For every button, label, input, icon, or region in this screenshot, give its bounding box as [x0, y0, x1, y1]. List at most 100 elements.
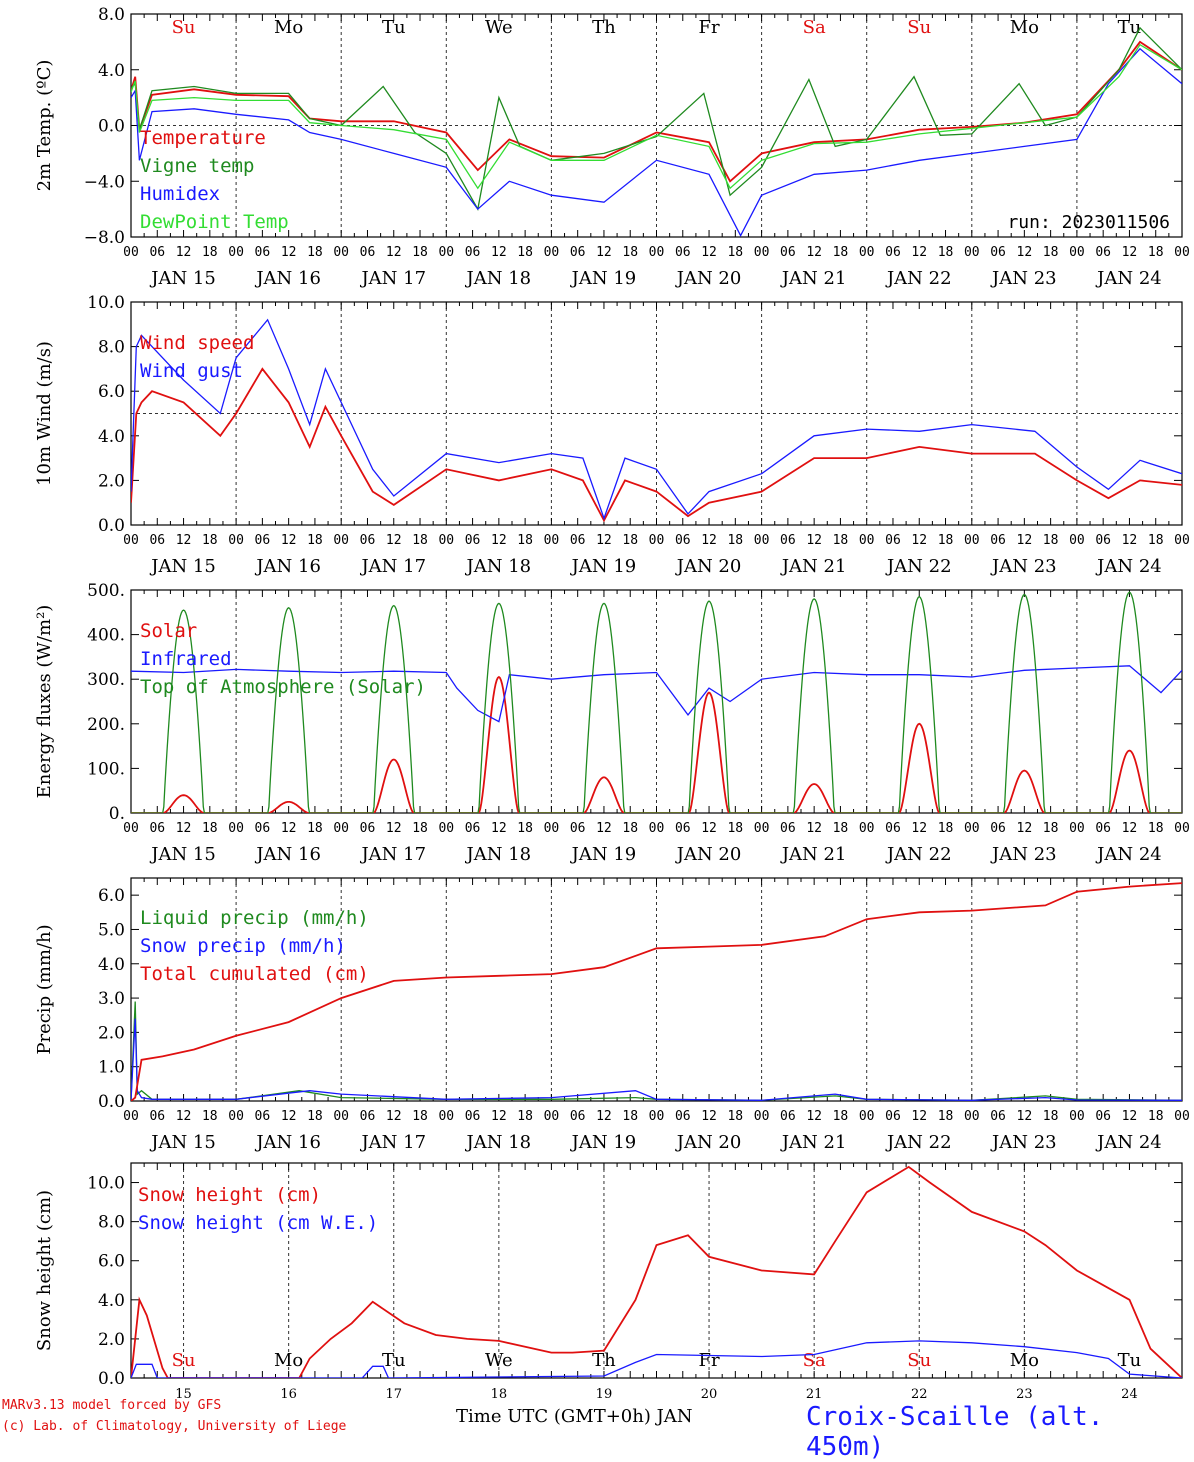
x-hour-label: 18	[412, 533, 428, 548]
x-date-label: 22	[911, 1387, 928, 1402]
x-date-label: 18	[491, 1387, 508, 1402]
y-tick-label: 10.0	[87, 293, 125, 313]
x-hour-label: 12	[281, 533, 297, 548]
weekday-label: Th	[592, 1350, 616, 1371]
model-credit: MARv3.13 model forced by GFS	[2, 1398, 222, 1413]
x-hour-label: 00	[123, 1109, 139, 1124]
series-group	[131, 1165, 1182, 1378]
x-hour-label: 18	[307, 533, 323, 548]
legend-entry: Snow precip (mm/h)	[140, 935, 346, 957]
x-hour-label: 00	[228, 245, 244, 260]
x-hour-label: 12	[1017, 821, 1033, 836]
x-date-label: 19	[596, 1387, 613, 1402]
y-tick-label: 300.	[87, 670, 125, 690]
x-hour-label: 18	[727, 245, 743, 260]
series-group	[131, 26, 1182, 237]
x-hour-label: 18	[517, 533, 533, 548]
x-hour-label: 12	[176, 245, 192, 260]
x-hour-label: 00	[754, 245, 770, 260]
x-hour-label: 06	[780, 1109, 796, 1124]
x-hour-label: 18	[1148, 1109, 1164, 1124]
x-date-label: JAN 17	[359, 556, 426, 577]
x-hour-label: 12	[491, 533, 507, 548]
y-tick-label: 0.0	[98, 117, 125, 137]
x-hour-label: 12	[806, 1109, 822, 1124]
x-hour-label: 00	[438, 821, 454, 836]
legend-entry: Snow height (cm W.E.)	[138, 1212, 378, 1234]
x-hour-label: 18	[517, 245, 533, 260]
x-hour-label: 06	[465, 245, 481, 260]
x-hour-label: 12	[596, 245, 612, 260]
y-tick-label: 4.0	[98, 427, 125, 447]
x-hour-label: 00	[859, 533, 875, 548]
x-date-label: JAN 23	[990, 268, 1057, 289]
panel-1: 8.0 4.0 0.0 −4.0 −8.0 2m Temp. (ºC) 00 06 12 18 00…	[34, 5, 1190, 289]
x-hour-label: 00	[1174, 533, 1190, 548]
weekday-label: Mo	[1010, 1350, 1039, 1371]
panel-5: 10.0 8.0 6.0 4.0 2.0 0.0 Snow height (cm) 15 16 1…	[34, 1162, 1183, 1402]
x-hour-label: 12	[911, 821, 927, 836]
x-hour-label: 18	[1043, 1109, 1059, 1124]
x-hour-label: 06	[360, 821, 376, 836]
x-date-label: JAN 15	[149, 844, 216, 865]
x-hour-label: 00	[544, 821, 560, 836]
x-date-label: 20	[701, 1387, 718, 1402]
x-hour-label: 18	[622, 245, 638, 260]
x-hour-label: 06	[570, 245, 586, 260]
x-hour-label: 12	[806, 533, 822, 548]
weekday-label: Sa	[803, 17, 826, 38]
y-tick-label: 0.	[109, 804, 125, 824]
series-infrared	[131, 665, 1182, 723]
x-date-label: JAN 22	[885, 1132, 952, 1153]
x-hour-label: 18	[412, 1109, 428, 1124]
y-tick-label: 4.0	[98, 61, 125, 81]
x-date-label: JAN 20	[675, 1132, 742, 1153]
x-hour-label: 12	[701, 533, 717, 548]
x-hour-label: 00	[333, 1109, 349, 1124]
x-hour-label: 00	[754, 821, 770, 836]
weekday-label: Su	[172, 1350, 196, 1371]
x-date-label: JAN 24	[1095, 268, 1162, 289]
x-date-label: JAN 22	[885, 268, 952, 289]
x-hour-label: 12	[596, 1109, 612, 1124]
x-hour-label: 00	[438, 533, 454, 548]
weekday-label: Su	[172, 17, 196, 38]
x-hour-label: 00	[544, 245, 560, 260]
x-date-label: 23	[1016, 1387, 1033, 1402]
y-tick-label: 500.	[87, 581, 125, 601]
x-hour-label: 00	[544, 1109, 560, 1124]
x-date-label: JAN 21	[780, 556, 847, 577]
x-hour-label: 12	[281, 245, 297, 260]
x-date-label: JAN 19	[570, 844, 637, 865]
x-hour-label: 06	[1095, 533, 1111, 548]
x-date-label: JAN 19	[570, 268, 637, 289]
x-hour-label: 18	[202, 1109, 218, 1124]
x-hour-label: 12	[1122, 821, 1138, 836]
lab-credit: (c) Lab. of Climatology, University of L…	[2, 1419, 347, 1434]
y-tick-label: −4.0	[84, 172, 125, 192]
x-date-label: JAN 16	[254, 268, 321, 289]
x-hour-label: 06	[1095, 821, 1111, 836]
x-hour-label: 18	[307, 821, 323, 836]
y-tick-label: 0.0	[98, 1369, 125, 1389]
y-tick-label: 6.0	[98, 1252, 125, 1272]
x-hour-label: 00	[964, 821, 980, 836]
legend-entry: Wind speed	[140, 332, 254, 354]
weekday-label: Fr	[699, 1350, 720, 1371]
y-tick-label: 2.0	[98, 1023, 125, 1043]
x-hour-label: 18	[833, 245, 849, 260]
x-hour-label: 00	[228, 821, 244, 836]
x-hour-label: 12	[911, 533, 927, 548]
x-hour-label: 18	[622, 533, 638, 548]
x-date-label: 17	[385, 1387, 402, 1402]
x-hour-label: 06	[465, 533, 481, 548]
legend-entry: Infrared	[140, 648, 232, 670]
series-snow-height-cm	[131, 1165, 1182, 1378]
weekday-label: Su	[907, 1350, 931, 1371]
weekday-label: Tu	[382, 1350, 406, 1371]
x-hour-label: 06	[885, 821, 901, 836]
x-hour-label: 18	[938, 533, 954, 548]
x-hour-label: 12	[701, 1109, 717, 1124]
x-hour-label: 18	[1043, 245, 1059, 260]
x-date-label: JAN 20	[675, 556, 742, 577]
